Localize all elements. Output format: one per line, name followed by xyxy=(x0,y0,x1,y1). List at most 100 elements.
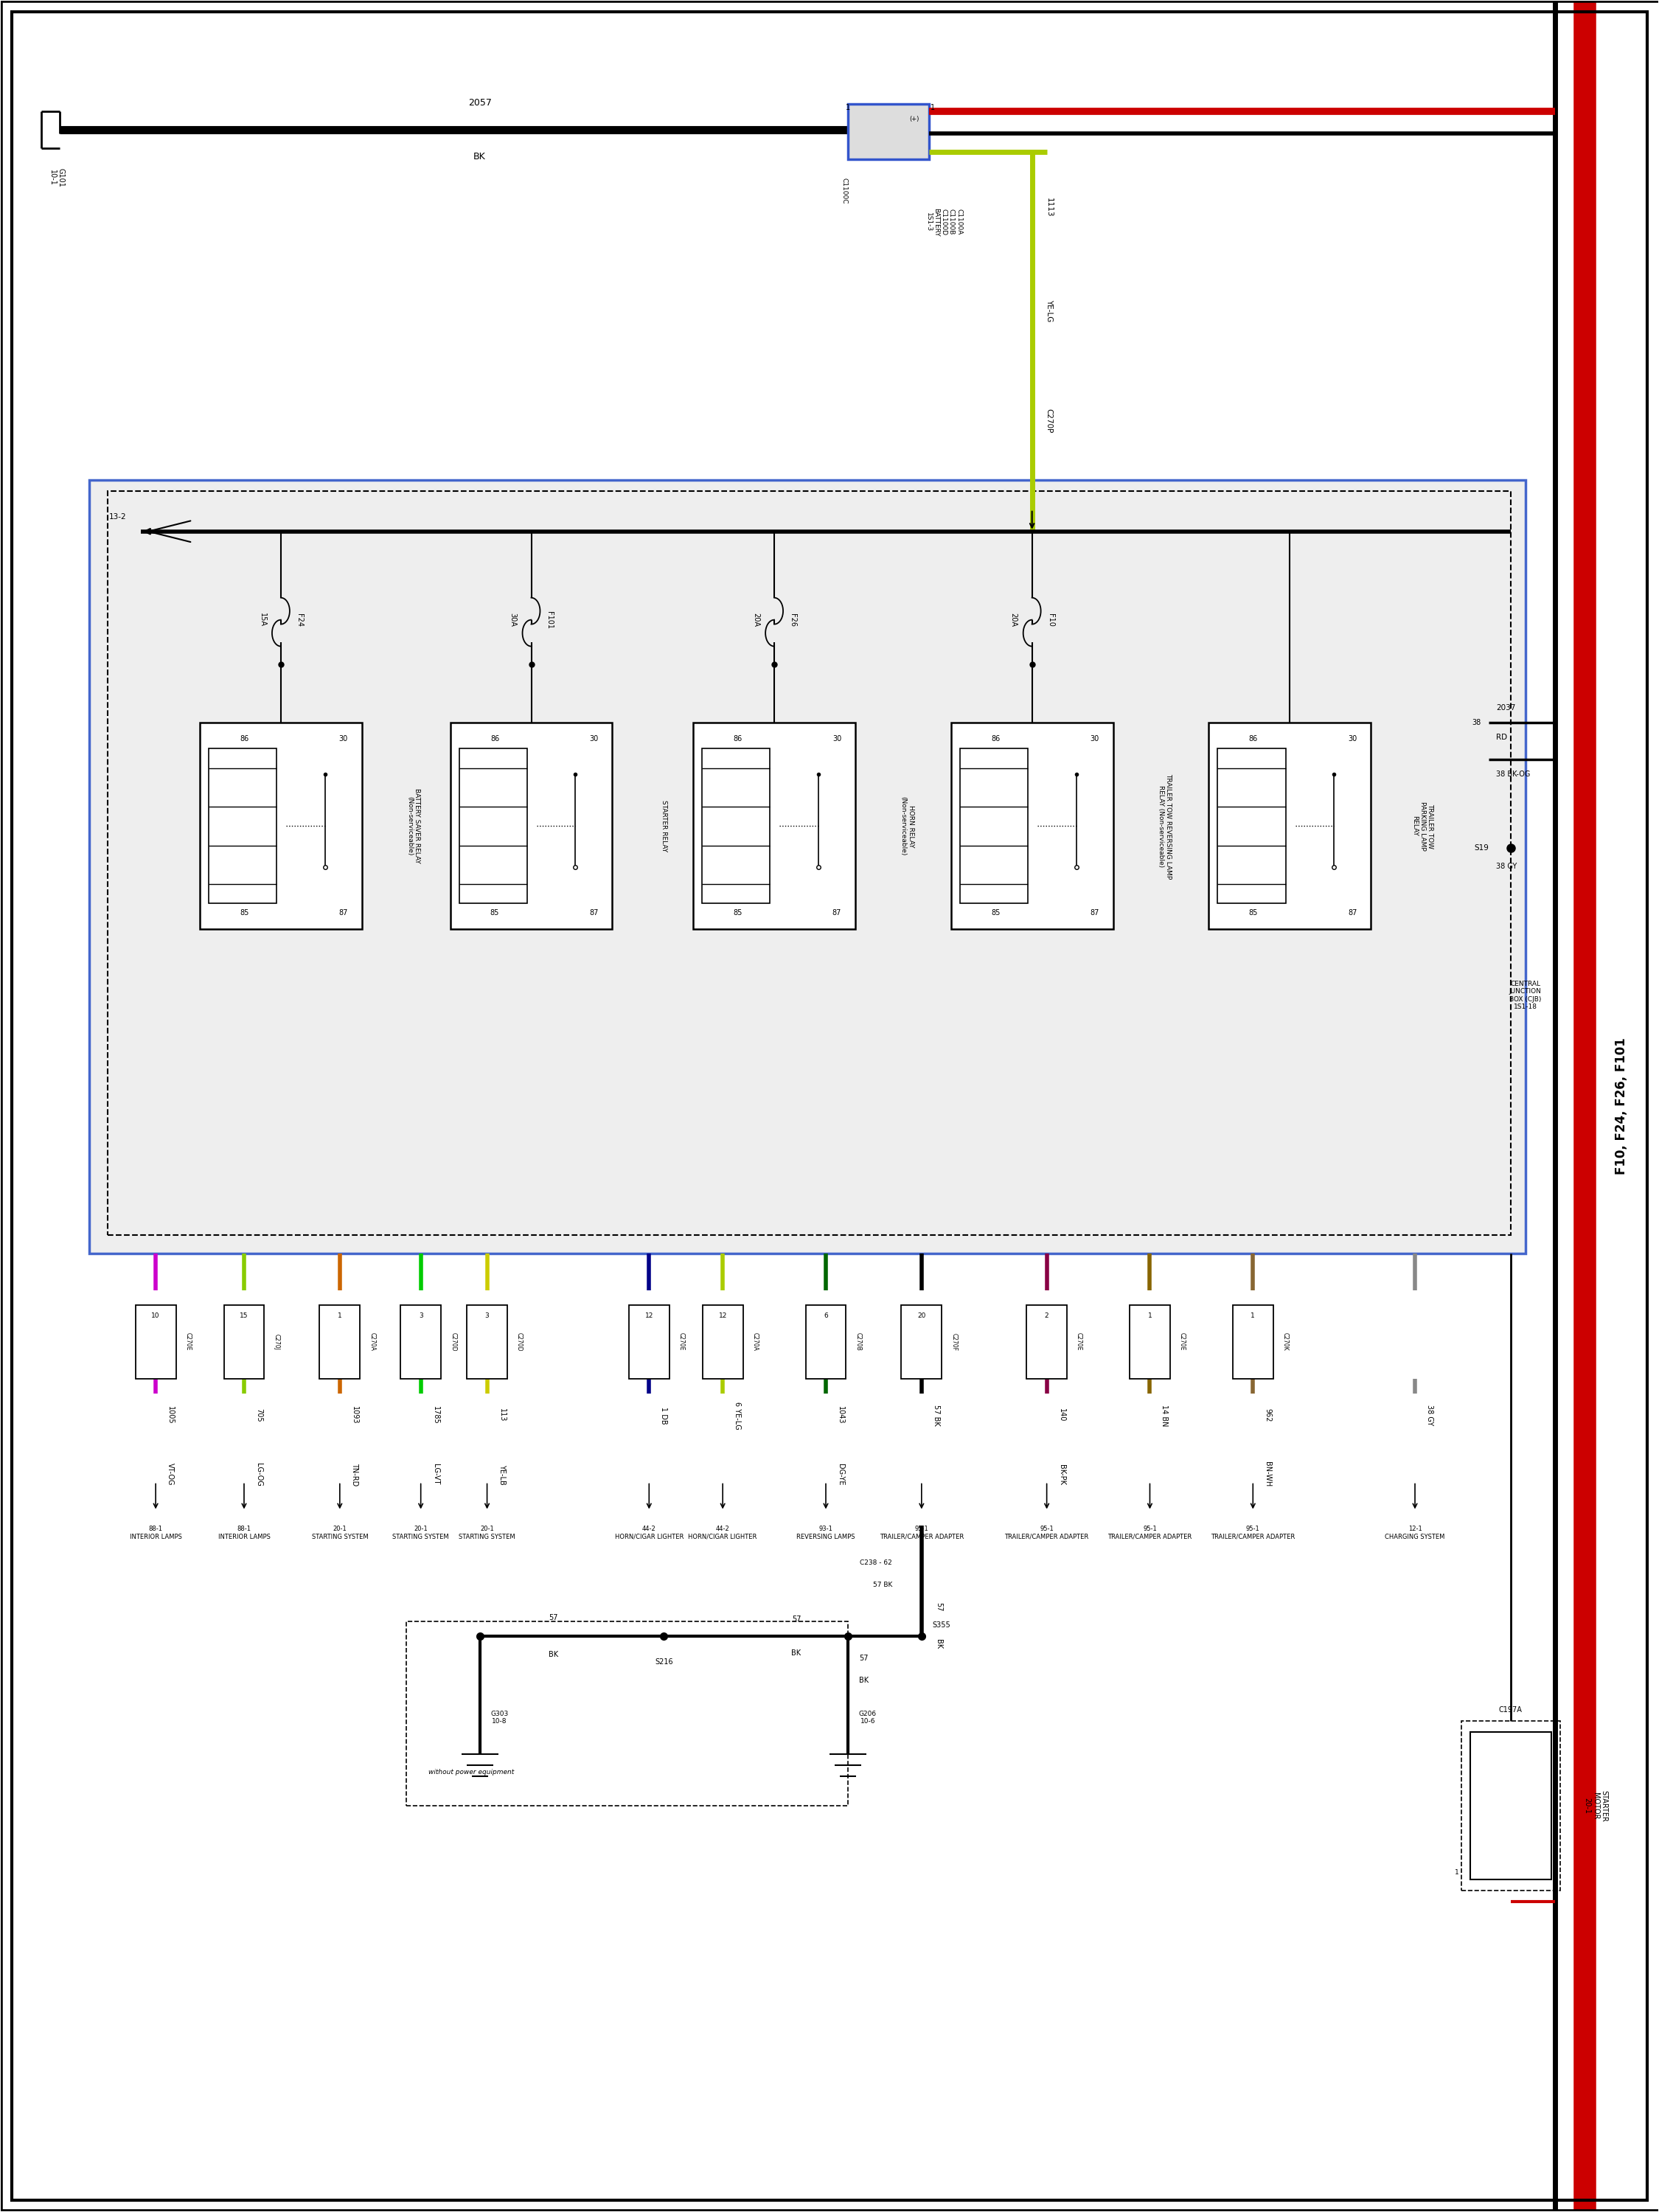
Text: 87: 87 xyxy=(833,909,841,916)
Text: 38: 38 xyxy=(1472,719,1481,726)
Text: 1: 1 xyxy=(1148,1312,1151,1318)
Text: BK: BK xyxy=(934,1639,942,1648)
Bar xyxy=(961,748,1029,902)
Bar xyxy=(1233,1305,1272,1378)
Text: 87: 87 xyxy=(1090,909,1100,916)
Bar xyxy=(224,1305,264,1378)
Text: 20A: 20A xyxy=(752,613,760,626)
Text: 962: 962 xyxy=(1264,1409,1271,1422)
Text: 85: 85 xyxy=(733,909,742,916)
Text: 10: 10 xyxy=(151,1312,159,1318)
Text: 87: 87 xyxy=(589,909,599,916)
Text: (+): (+) xyxy=(909,115,919,122)
Text: 12: 12 xyxy=(718,1312,727,1318)
Text: 20A: 20A xyxy=(1010,613,1017,626)
Text: 1: 1 xyxy=(931,104,936,111)
Text: 86: 86 xyxy=(990,734,1000,743)
Text: 2057: 2057 xyxy=(468,97,491,108)
Text: 30: 30 xyxy=(833,734,841,743)
Text: BATTERY SAVER RELAY
(Non-serviceable): BATTERY SAVER RELAY (Non-serviceable) xyxy=(406,787,421,863)
Bar xyxy=(406,1621,848,1805)
Text: DG-YE: DG-YE xyxy=(836,1464,844,1484)
Text: C270J: C270J xyxy=(274,1334,280,1349)
Text: RD: RD xyxy=(1496,734,1506,741)
Text: 15A: 15A xyxy=(259,613,265,626)
Text: C270P: C270P xyxy=(1045,409,1053,434)
Text: 95-1
TRAILER/CAMPER ADAPTER: 95-1 TRAILER/CAMPER ADAPTER xyxy=(1211,1526,1296,1540)
Text: C238 - 62: C238 - 62 xyxy=(859,1559,893,1566)
Text: C270E: C270E xyxy=(184,1332,191,1352)
Text: C1100A
C1100B
C1100D
BATTERY
1S1-3: C1100A C1100B C1100D BATTERY 1S1-3 xyxy=(926,208,962,237)
Text: 1: 1 xyxy=(846,104,849,111)
Text: 38 BK-OG: 38 BK-OG xyxy=(1496,770,1530,779)
Text: 57: 57 xyxy=(549,1615,557,1621)
Text: G303
10-8: G303 10-8 xyxy=(491,1710,509,1725)
Text: C270F: C270F xyxy=(951,1334,957,1352)
Bar xyxy=(693,723,856,929)
Text: TRAILER TOW
PARKING LAMP
RELAY: TRAILER TOW PARKING LAMP RELAY xyxy=(1412,801,1433,852)
Text: 20: 20 xyxy=(917,1312,926,1318)
Text: 140: 140 xyxy=(1058,1409,1065,1422)
Text: BK: BK xyxy=(549,1650,557,1659)
Text: 85: 85 xyxy=(489,909,499,916)
Text: 88-1
INTERIOR LAMPS: 88-1 INTERIOR LAMPS xyxy=(129,1526,182,1540)
Text: 30: 30 xyxy=(589,734,599,743)
Text: C270E: C270E xyxy=(679,1332,685,1352)
Text: 30A: 30A xyxy=(509,613,516,626)
Text: LG-OG: LG-OG xyxy=(255,1462,262,1486)
Text: 2037: 2037 xyxy=(1496,703,1515,712)
Bar xyxy=(1218,748,1286,902)
Text: TN-RD: TN-RD xyxy=(350,1462,358,1486)
Text: G206
10-6: G206 10-6 xyxy=(859,1710,876,1725)
Text: 3: 3 xyxy=(418,1312,423,1318)
Bar xyxy=(702,748,770,902)
Text: 15: 15 xyxy=(241,1312,249,1318)
Bar xyxy=(1130,1305,1170,1378)
Text: 86: 86 xyxy=(733,734,742,743)
Text: BK: BK xyxy=(473,153,486,161)
Text: 30: 30 xyxy=(1347,734,1357,743)
Text: 12: 12 xyxy=(645,1312,654,1318)
Text: 88-1
INTERIOR LAMPS: 88-1 INTERIOR LAMPS xyxy=(217,1526,270,1540)
Text: 14 BN: 14 BN xyxy=(1161,1405,1168,1427)
Text: C270E: C270E xyxy=(1075,1332,1082,1352)
Text: 38 GY: 38 GY xyxy=(1496,863,1516,869)
Text: G101
10-1: G101 10-1 xyxy=(48,168,65,188)
Text: 95-1
TRAILER/CAMPER ADAPTER: 95-1 TRAILER/CAMPER ADAPTER xyxy=(1108,1526,1191,1540)
Bar xyxy=(90,480,1525,1254)
Text: F26: F26 xyxy=(790,613,796,626)
Bar xyxy=(466,1305,508,1378)
Text: 95-1
TRAILER/CAMPER ADAPTER: 95-1 TRAILER/CAMPER ADAPTER xyxy=(879,1526,964,1540)
Text: 113: 113 xyxy=(498,1409,506,1422)
Text: S216: S216 xyxy=(655,1659,674,1666)
Bar xyxy=(629,1305,669,1378)
Bar xyxy=(400,1305,441,1378)
Text: 30: 30 xyxy=(338,734,348,743)
Text: 20-1
STARTING SYSTEM: 20-1 STARTING SYSTEM xyxy=(460,1526,516,1540)
Text: BK-PK: BK-PK xyxy=(1058,1464,1065,1484)
Text: S355: S355 xyxy=(932,1621,951,1628)
Text: 86: 86 xyxy=(491,734,499,743)
Text: C270E: C270E xyxy=(1180,1332,1186,1352)
Text: BN-WH: BN-WH xyxy=(1264,1462,1271,1486)
Text: BK: BK xyxy=(791,1650,801,1657)
Text: 1785: 1785 xyxy=(431,1407,440,1425)
Bar xyxy=(1462,1721,1559,1891)
Text: BK: BK xyxy=(859,1677,869,1683)
Text: 38 GY: 38 GY xyxy=(1427,1405,1433,1427)
Text: F24: F24 xyxy=(295,613,304,626)
Bar xyxy=(848,104,929,159)
Text: C270A: C270A xyxy=(752,1332,758,1352)
Bar xyxy=(199,723,362,929)
Text: C270K: C270K xyxy=(1282,1332,1289,1352)
Text: 1 DB: 1 DB xyxy=(660,1407,667,1425)
Text: F10, F24, F26, F101: F10, F24, F26, F101 xyxy=(1614,1037,1627,1175)
Text: 86: 86 xyxy=(1249,734,1258,743)
Text: 95-1
TRAILER/CAMPER ADAPTER: 95-1 TRAILER/CAMPER ADAPTER xyxy=(1005,1526,1088,1540)
Bar xyxy=(460,748,528,902)
Text: F10: F10 xyxy=(1047,613,1053,626)
Text: 86: 86 xyxy=(241,734,249,743)
Text: 85: 85 xyxy=(241,909,249,916)
Text: YE-LG: YE-LG xyxy=(1045,299,1053,321)
Text: 1043: 1043 xyxy=(836,1407,844,1425)
